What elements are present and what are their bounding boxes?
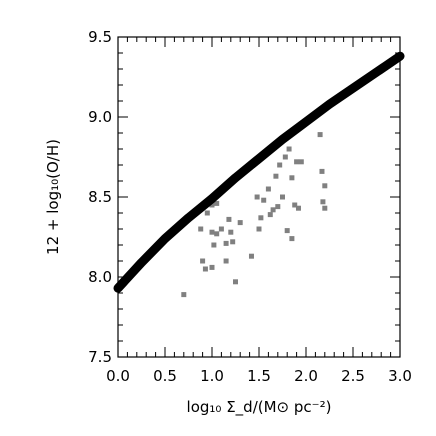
- scatter-point: [295, 205, 301, 211]
- scatter-point: [298, 159, 304, 165]
- line-series: [113, 51, 405, 293]
- scatter-point: [256, 226, 262, 232]
- scatter-point: [282, 154, 288, 160]
- scatter-point: [258, 215, 264, 221]
- scatter-point: [322, 205, 328, 211]
- scatter-point: [322, 183, 328, 189]
- scatter-point: [289, 236, 295, 242]
- scatter-point: [214, 231, 220, 237]
- scatter-point: [319, 168, 325, 174]
- scatter-point: [226, 216, 232, 222]
- scatter-point: [181, 292, 187, 298]
- scatter-point: [228, 229, 234, 235]
- x-tick-label: 2.0: [294, 367, 318, 385]
- scatter-series: [181, 132, 328, 298]
- x-tick-label: 0.5: [153, 367, 177, 385]
- scatter-point: [248, 253, 254, 259]
- scatter-point: [280, 194, 285, 200]
- scatter-point: [223, 240, 229, 246]
- scatter-point: [284, 228, 290, 234]
- y-tick-label: 7.5: [88, 348, 112, 366]
- tick-labels: 0.0 0.5 1.0 1.5 2.0 2.5 3.0 7.5 8.0 8.5 9.0 9.5: [88, 28, 412, 385]
- model-curve: [113, 51, 405, 293]
- scatter-point: [254, 194, 260, 200]
- y-tick-label: 8.0: [88, 268, 112, 286]
- scatter-point: [202, 266, 208, 272]
- scatter-point: [237, 220, 243, 226]
- scatter-point: [198, 226, 204, 232]
- scatter-point: [261, 197, 267, 203]
- scatter-point: [294, 159, 300, 165]
- scatter-point: [209, 202, 215, 208]
- x-tick-label: 3.0: [388, 367, 412, 385]
- scatter-point: [317, 132, 323, 138]
- scatter-point: [209, 229, 215, 235]
- scatter-point: [270, 207, 276, 213]
- x-tick-label: 1.0: [200, 367, 224, 385]
- x-tick-label: 0.0: [106, 367, 130, 385]
- scatter-point: [204, 210, 210, 216]
- x-tick-label: 1.5: [247, 367, 271, 385]
- scatter-point: [286, 146, 292, 152]
- scatter-point: [200, 258, 206, 264]
- scatter-point: [292, 202, 298, 208]
- scatter-point: [320, 199, 326, 205]
- scatter-point: [230, 239, 236, 245]
- scatter-point: [289, 175, 295, 181]
- scatter-point: [277, 162, 283, 168]
- scatter-point: [209, 264, 215, 270]
- x-tick-label: 2.5: [341, 367, 365, 385]
- x-axis-label: log₁₀ Σ_d/(M⊙ pc⁻²): [187, 398, 332, 417]
- y-axis-label: 12 + log₁₀(O/H): [44, 139, 62, 255]
- scatter-point: [211, 242, 217, 248]
- y-tick-label: 9.0: [88, 108, 112, 126]
- axis-ticks: [117, 36, 401, 358]
- scatter-point: [265, 186, 271, 192]
- scatter-point: [267, 212, 273, 218]
- y-tick-label: 8.5: [88, 188, 112, 206]
- y-tick-label: 9.5: [88, 28, 112, 46]
- scatter-point: [223, 258, 229, 264]
- scatter-point: [233, 279, 238, 285]
- scatter-point: [214, 200, 220, 206]
- scatter-point: [218, 226, 224, 232]
- scatter-point: [273, 173, 279, 179]
- scatter-point: [275, 204, 281, 210]
